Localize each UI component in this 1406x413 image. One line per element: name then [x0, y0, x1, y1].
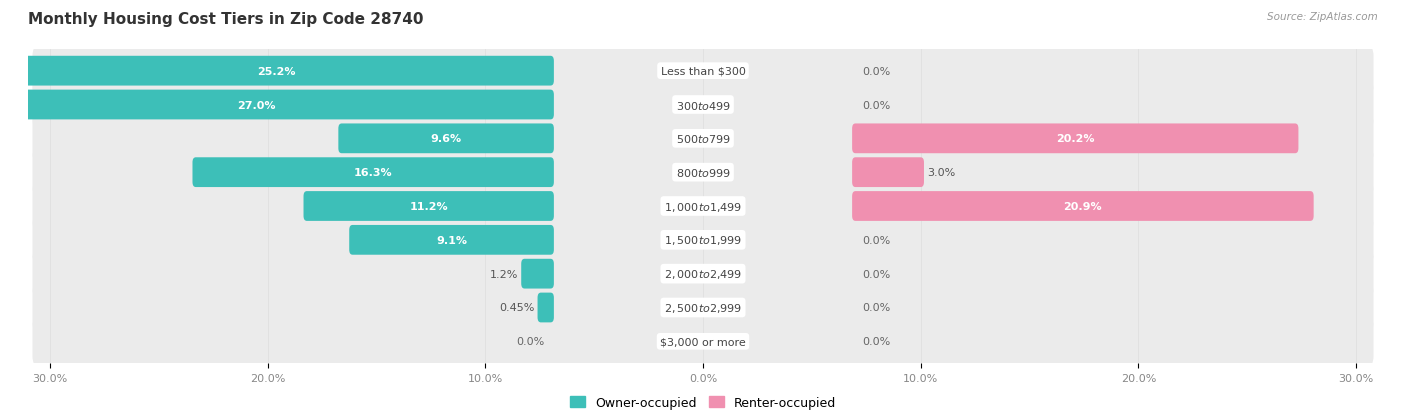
Text: 0.0%: 0.0% [862, 337, 890, 347]
Text: Source: ZipAtlas.com: Source: ZipAtlas.com [1267, 12, 1378, 22]
Text: Monthly Housing Cost Tiers in Zip Code 28740: Monthly Housing Cost Tiers in Zip Code 2… [28, 12, 423, 27]
FancyBboxPatch shape [32, 148, 1374, 198]
FancyBboxPatch shape [32, 316, 1374, 366]
Text: 11.2%: 11.2% [409, 202, 449, 211]
FancyBboxPatch shape [32, 182, 1374, 231]
FancyBboxPatch shape [852, 192, 1313, 221]
FancyBboxPatch shape [0, 90, 554, 120]
Text: $2,500 to $2,999: $2,500 to $2,999 [664, 301, 742, 314]
FancyBboxPatch shape [32, 249, 1374, 299]
Text: $800 to $999: $800 to $999 [675, 167, 731, 179]
Text: Less than $300: Less than $300 [661, 66, 745, 76]
Text: 1.2%: 1.2% [489, 269, 517, 279]
FancyBboxPatch shape [852, 124, 1298, 154]
Text: 27.0%: 27.0% [238, 100, 276, 110]
Text: 0.0%: 0.0% [862, 66, 890, 76]
FancyBboxPatch shape [304, 192, 554, 221]
FancyBboxPatch shape [0, 57, 554, 86]
Text: $500 to $799: $500 to $799 [675, 133, 731, 145]
FancyBboxPatch shape [349, 225, 554, 255]
Text: $2,000 to $2,499: $2,000 to $2,499 [664, 268, 742, 280]
Text: $1,500 to $1,999: $1,500 to $1,999 [664, 234, 742, 247]
Text: $1,000 to $1,499: $1,000 to $1,499 [664, 200, 742, 213]
FancyBboxPatch shape [32, 80, 1374, 130]
FancyBboxPatch shape [339, 124, 554, 154]
Text: 0.0%: 0.0% [516, 337, 544, 347]
Legend: Owner-occupied, Renter-occupied: Owner-occupied, Renter-occupied [565, 391, 841, 413]
Text: 0.0%: 0.0% [862, 269, 890, 279]
FancyBboxPatch shape [852, 158, 924, 188]
Text: $3,000 or more: $3,000 or more [661, 337, 745, 347]
Text: 9.6%: 9.6% [430, 134, 461, 144]
Text: 3.0%: 3.0% [927, 168, 956, 178]
Text: 16.3%: 16.3% [354, 168, 392, 178]
Text: 20.2%: 20.2% [1056, 134, 1094, 144]
FancyBboxPatch shape [32, 215, 1374, 265]
FancyBboxPatch shape [32, 114, 1374, 164]
Text: 0.0%: 0.0% [862, 303, 890, 313]
FancyBboxPatch shape [522, 259, 554, 289]
Text: 25.2%: 25.2% [257, 66, 295, 76]
FancyBboxPatch shape [32, 283, 1374, 333]
Text: 20.9%: 20.9% [1063, 202, 1102, 211]
Text: 9.1%: 9.1% [436, 235, 467, 245]
Text: 0.0%: 0.0% [862, 235, 890, 245]
Text: $300 to $499: $300 to $499 [675, 99, 731, 111]
FancyBboxPatch shape [537, 293, 554, 323]
Text: 0.0%: 0.0% [862, 100, 890, 110]
FancyBboxPatch shape [32, 47, 1374, 97]
Text: 0.45%: 0.45% [499, 303, 534, 313]
FancyBboxPatch shape [193, 158, 554, 188]
